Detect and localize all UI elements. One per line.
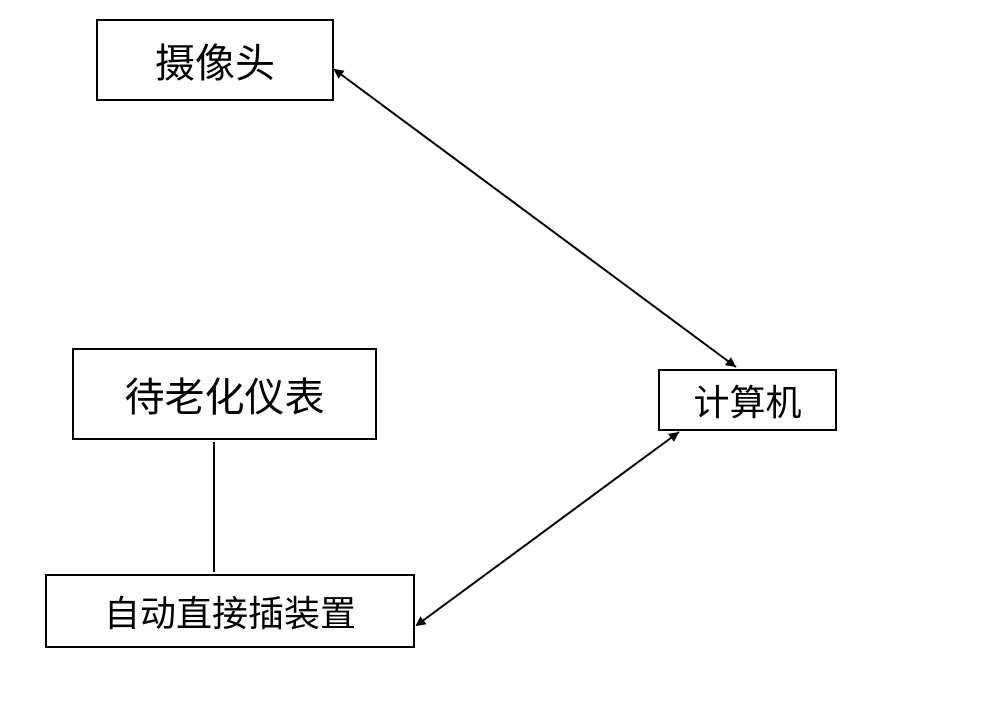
edge-connector-computer	[417, 432, 679, 625]
node-connector: 自动直接插装置	[45, 574, 415, 648]
node-computer: 计算机	[658, 369, 837, 431]
edge-camera-computer	[335, 70, 736, 367]
diagram-canvas: 摄像头 待老化仪表 计算机 自动直接插装置	[0, 0, 1000, 711]
node-meter: 待老化仪表	[72, 348, 377, 440]
node-camera: 摄像头	[96, 19, 334, 101]
